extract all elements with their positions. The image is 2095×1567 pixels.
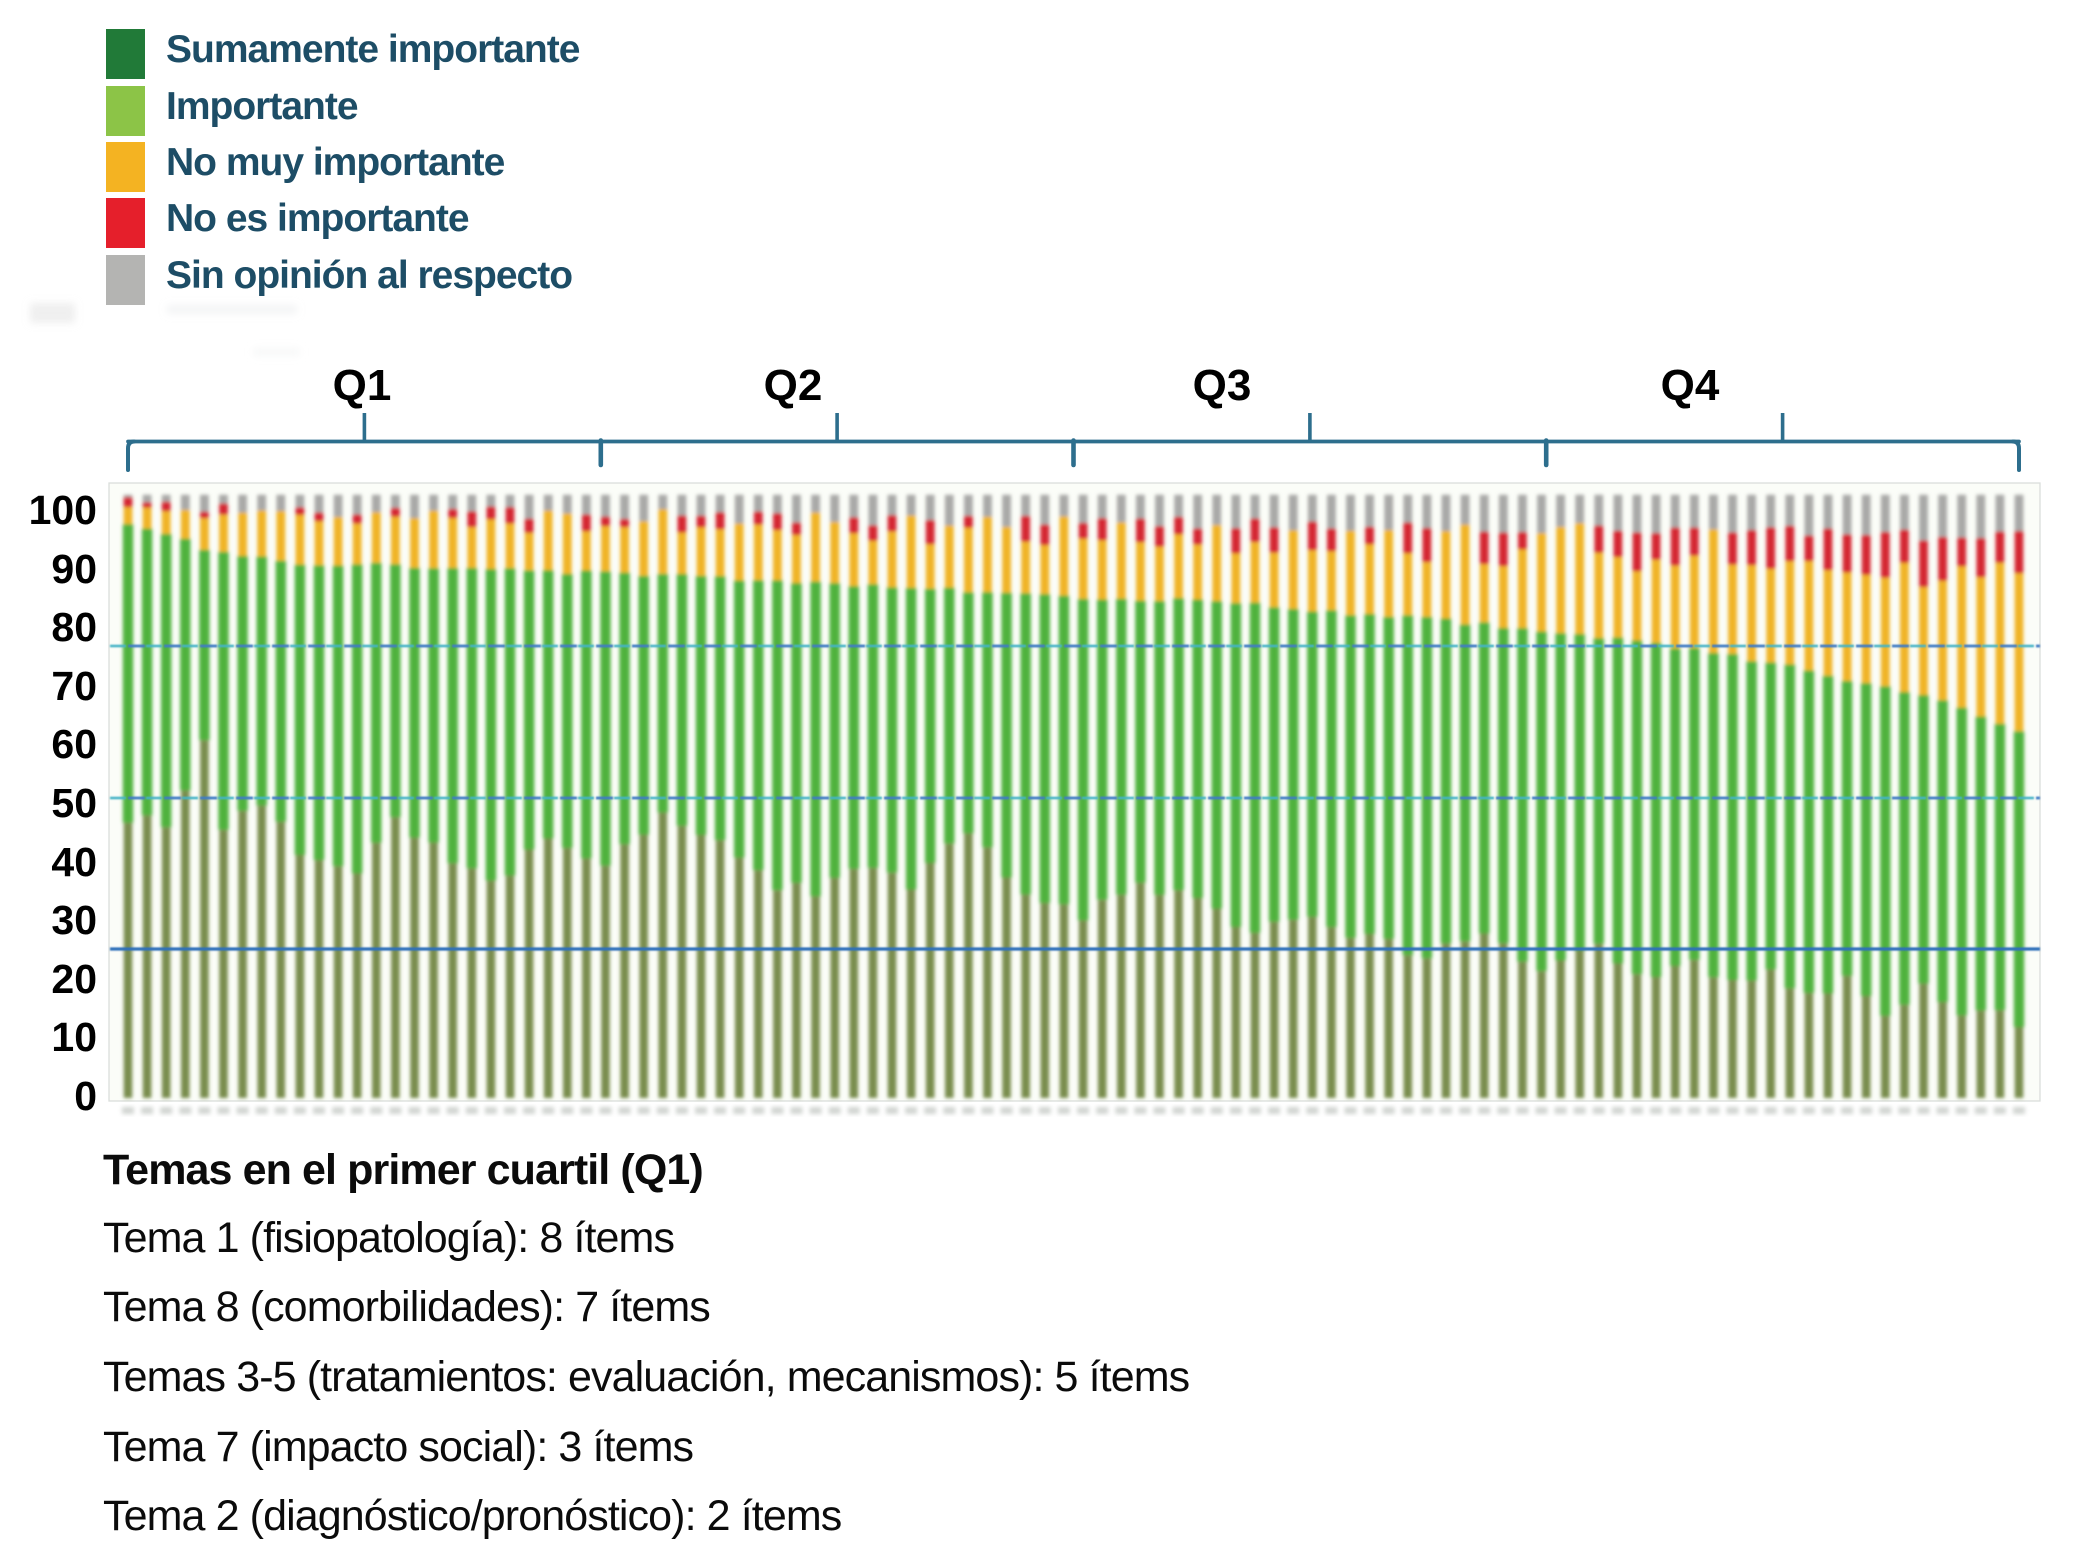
svg-text:Q1: Q1 xyxy=(333,361,392,410)
svg-text:30: 30 xyxy=(51,897,97,943)
svg-text:50: 50 xyxy=(51,780,97,826)
svg-text:60: 60 xyxy=(51,721,97,767)
svg-text:20: 20 xyxy=(51,956,97,1002)
svg-text:90: 90 xyxy=(51,546,97,592)
svg-text:70: 70 xyxy=(51,663,97,709)
svg-text:80: 80 xyxy=(51,604,97,650)
svg-text:10: 10 xyxy=(51,1014,97,1060)
svg-text:100: 100 xyxy=(29,487,97,533)
svg-text:Q2: Q2 xyxy=(764,361,823,410)
svg-text:40: 40 xyxy=(51,839,97,885)
svg-text:Q4: Q4 xyxy=(1661,361,1720,410)
svg-text:Q3: Q3 xyxy=(1193,361,1252,410)
svg-text:0: 0 xyxy=(74,1073,97,1119)
